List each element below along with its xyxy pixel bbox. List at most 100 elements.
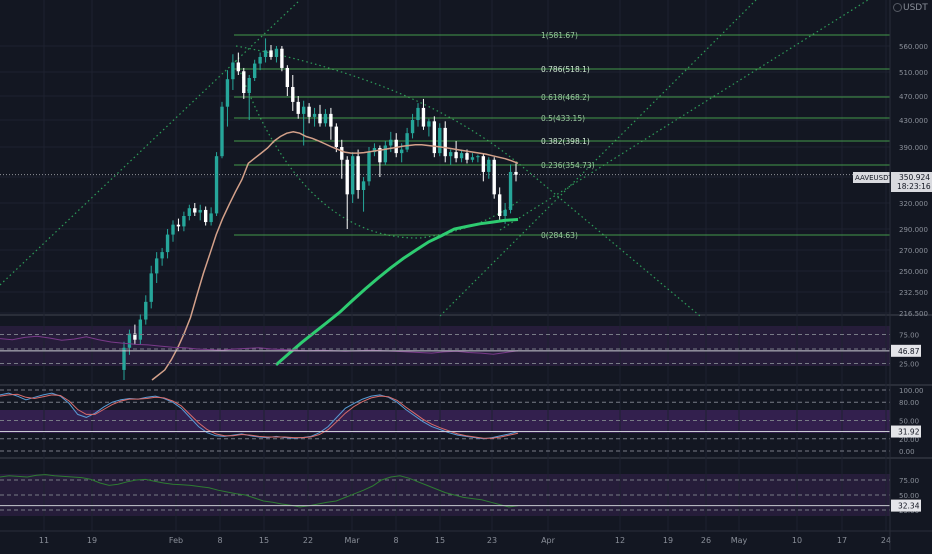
stochastic-pane-series-line — [0, 392, 519, 440]
trendline-descending — [235, 45, 701, 317]
candle-body — [345, 159, 349, 195]
candle-body — [312, 113, 317, 117]
candle-body — [154, 258, 159, 274]
candle-body — [301, 106, 306, 114]
x-tick-label: Feb — [169, 536, 183, 545]
symbol-tag-bg — [853, 172, 890, 183]
y-tick-label: 320.000 — [899, 200, 928, 208]
candle-body — [410, 120, 415, 134]
candle-body — [487, 159, 491, 172]
y-tick-label: 510.000 — [899, 69, 928, 77]
candle-body — [318, 113, 322, 124]
candle-body — [416, 107, 420, 120]
candle-body — [225, 79, 230, 107]
fib-label: 0.618(468.2) — [541, 93, 590, 102]
candle-body — [492, 159, 496, 195]
trendline-upper-right — [499, 0, 869, 231]
moving-average-fast — [151, 131, 519, 381]
oscillator-pane-value-tag: 32.34 — [898, 502, 920, 511]
stochastic-pane-series-line — [0, 393, 519, 439]
x-tick-label: 15 — [259, 536, 269, 545]
candle-body — [280, 48, 284, 68]
oscillator-pane-tick-label: 50.00 — [899, 492, 919, 500]
x-tick-label: Apr — [541, 536, 556, 545]
settings-icon[interactable] — [893, 3, 902, 12]
rsi-pane-series-line — [0, 335, 519, 355]
candle-body — [329, 113, 333, 127]
y-tick-label: 270.000 — [899, 247, 928, 255]
y-tick-label: 232.500 — [899, 289, 928, 297]
candle-body — [269, 50, 273, 57]
y-tick-label: 250.000 — [899, 268, 928, 276]
candle-body — [438, 127, 442, 154]
candle-body — [394, 139, 398, 154]
candle-body — [182, 216, 186, 227]
x-tick-label: 10 — [792, 536, 802, 545]
x-tick-label: 17 — [837, 536, 847, 545]
x-tick-label: 15 — [435, 536, 445, 545]
candle-body — [203, 209, 208, 223]
rsi-pane-tick-label: 25.00 — [899, 361, 919, 369]
x-tick-label: 11 — [39, 536, 49, 545]
candle-body — [340, 147, 344, 160]
candle-body — [399, 149, 404, 154]
stochastic-pane-tick-label: 100.00 — [899, 387, 924, 395]
y-tick-label: 390.000 — [899, 144, 928, 152]
candle-body — [247, 78, 251, 93]
candle-body — [334, 126, 339, 147]
candle-body — [361, 181, 366, 190]
candle-body — [263, 50, 268, 57]
candle-body — [367, 152, 371, 182]
candle-body — [138, 319, 143, 340]
candle-body — [481, 156, 486, 172]
y-tick-label: 560.000 — [899, 43, 928, 51]
trendline-left — [0, 0, 301, 286]
candle-body — [171, 224, 175, 235]
x-tick-label: 22 — [303, 536, 313, 545]
y-tick-label: 290.000 — [899, 226, 928, 234]
stochastic-pane-tick-label: 80.00 — [899, 399, 919, 407]
currency-label: USDT — [903, 3, 928, 13]
price-tag-countdown: 18:23:16 — [897, 182, 931, 191]
candle-body — [465, 153, 469, 160]
candle-body — [497, 194, 502, 216]
rsi-pane-value-tag-bg — [891, 344, 921, 357]
candle-body — [323, 113, 328, 124]
candle-body — [127, 333, 132, 348]
price-tag-value: 350.924 — [899, 173, 930, 182]
candle-body — [252, 63, 257, 78]
candle-body — [296, 101, 300, 114]
candle-body — [421, 107, 426, 127]
x-tick-label: 8 — [393, 536, 398, 545]
rsi-pane-value-tag: 46.87 — [898, 347, 920, 356]
candle-body — [448, 152, 453, 157]
x-tick-label: 12 — [615, 536, 625, 545]
stochastic-pane-value-tag-bg — [891, 425, 921, 438]
x-tick-label: 23 — [487, 536, 497, 545]
oscillator-pane-series-line — [0, 474, 519, 508]
candle-body — [350, 156, 355, 195]
candle-body — [514, 171, 518, 175]
candle-body — [372, 148, 377, 153]
candle-body — [209, 213, 213, 223]
y-tick-label: 470.000 — [899, 93, 928, 101]
candle-body — [443, 127, 447, 157]
candle-body — [476, 156, 480, 158]
candle-body — [133, 333, 137, 340]
price-tag-bg — [891, 172, 932, 192]
rsi-pane-band — [0, 326, 890, 366]
fib-label: 0.786(518.1) — [541, 65, 590, 74]
fib-label: 0.5(433.15) — [541, 114, 585, 123]
stochastic-pane-tick-label: 20.00 — [899, 436, 919, 444]
x-tick-label: 19 — [663, 536, 673, 545]
candle-body — [258, 56, 262, 64]
y-tick-label: 216.500 — [899, 310, 928, 318]
candle-body — [236, 62, 241, 72]
oscillator-pane-value-tag-bg — [891, 499, 921, 512]
candle-body — [149, 273, 153, 302]
candle-body — [459, 153, 464, 159]
candle-body — [427, 121, 431, 127]
fib-label: 1(581.67) — [541, 31, 578, 40]
candle-body — [193, 208, 197, 213]
